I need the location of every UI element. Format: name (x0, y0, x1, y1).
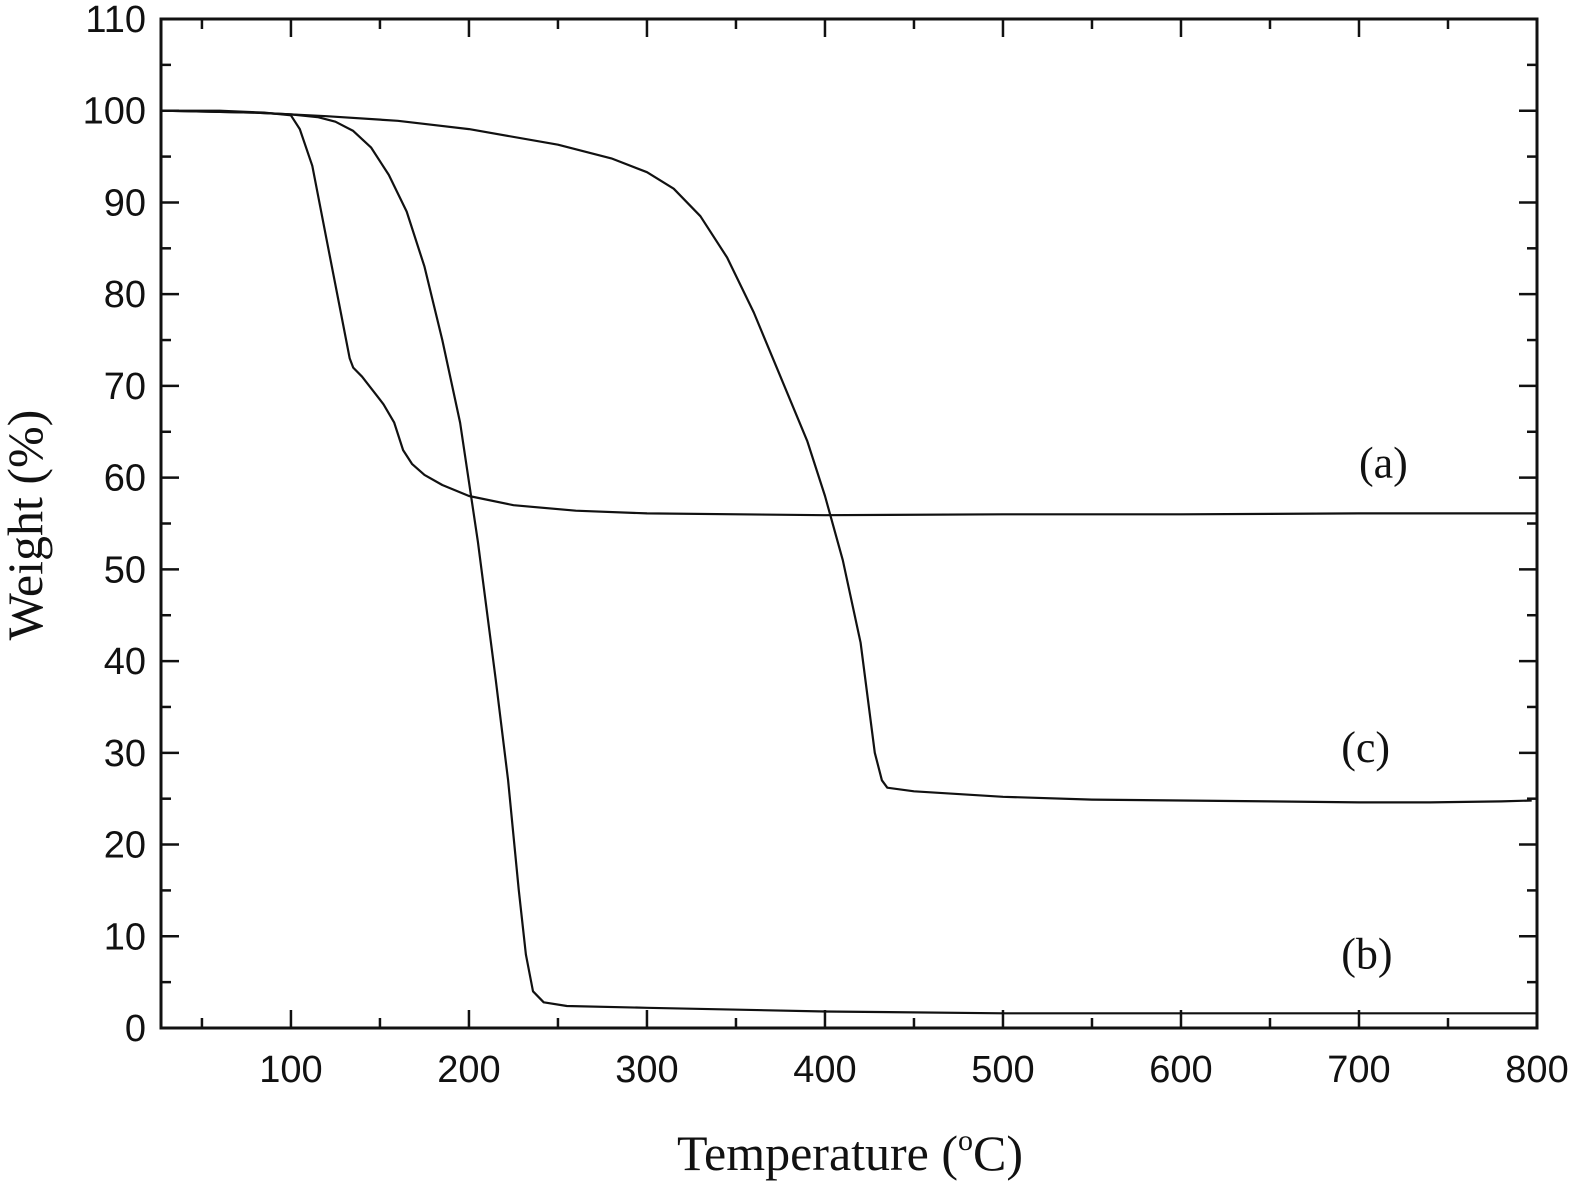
x-axis-title: Temperature (oC) (677, 1124, 1023, 1181)
curve-labels: (a) (b) (c) (1341, 439, 1408, 979)
plot-frame (159, 17, 1539, 1030)
y-tick-label: 100 (83, 91, 146, 133)
x-axis-title-main: Temperature ( (677, 1125, 958, 1181)
y-tick-label: 40 (104, 641, 146, 683)
y-tick-label: 0 (125, 1008, 146, 1050)
axis-ticks: 100 200 300 400 500 600 700 800 0 10 20 30 40 50 60 70 8… (83, 0, 1569, 1091)
x-tick-label: 100 (259, 1049, 322, 1091)
series-line-a (161, 109, 1537, 517)
x-tick-label: 500 (971, 1049, 1034, 1091)
y-tick-label: 60 (104, 458, 146, 500)
y-tick-label: 10 (104, 916, 146, 958)
x-tick-label: 200 (437, 1049, 500, 1091)
x-axis-title-superscript: o (958, 1124, 973, 1157)
y-tick-label: 70 (104, 366, 146, 408)
series-line-c (160, 109, 1532, 804)
y-tick-label: 90 (104, 182, 146, 224)
y-tick-label: 20 (104, 825, 146, 867)
x-tick-label: 800 (1505, 1049, 1568, 1091)
y-tick-label: 80 (104, 274, 146, 316)
x-tick-label: 300 (615, 1049, 678, 1091)
curve-label-b: (b) (1341, 929, 1392, 978)
curve-label-c: (c) (1341, 723, 1390, 772)
x-tick-label: 600 (1149, 1049, 1212, 1091)
series-curves (160, 109, 1537, 1015)
y-tick-label: 50 (104, 549, 146, 591)
x-axis-title-unit: C) (973, 1125, 1023, 1181)
y-axis-title: Weight (%) (0, 410, 53, 641)
x-tick-label: 700 (1327, 1049, 1390, 1091)
curve-label-a: (a) (1359, 439, 1408, 488)
y-tick-label: 30 (104, 733, 146, 775)
series-line-b (160, 109, 1537, 1015)
y-tick-label: 110 (85, 0, 146, 41)
x-tick-label: 400 (793, 1049, 856, 1091)
